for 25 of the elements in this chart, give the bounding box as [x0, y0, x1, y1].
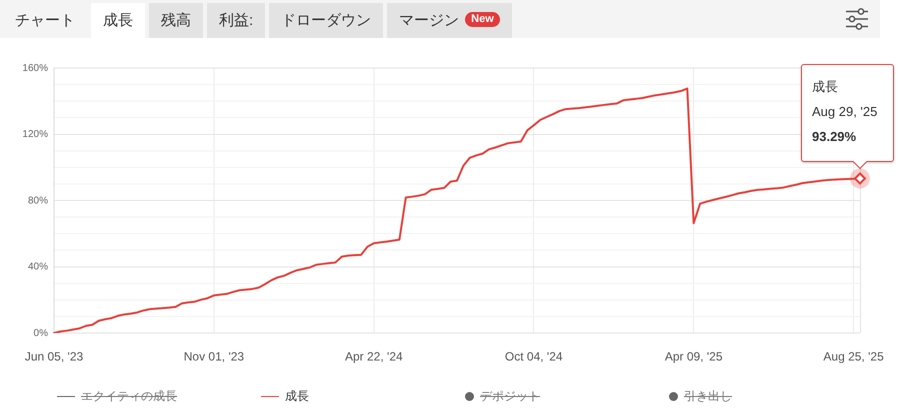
x-tick-label: Oct 04, '24 [504, 350, 563, 364]
x-tick-label: Nov 01, '23 [184, 350, 244, 364]
badge: New [465, 12, 500, 27]
tab: マージン New [387, 3, 512, 38]
tab: 残高 [149, 3, 203, 38]
legend-label: デポジット [480, 388, 540, 404]
tab: 利益: [207, 3, 266, 38]
annotation: 93.29% [812, 128, 858, 146]
y-tick-label: 160% [22, 62, 48, 74]
text: チャート [15, 12, 75, 29]
legend-label: 成長 [285, 388, 309, 404]
legend-label: エクイティの成長 [81, 388, 177, 404]
y-tick-label: 40% [28, 262, 48, 272]
x-tick-label: Apr 09, '25 [664, 350, 723, 364]
x-tick-label: Jun 05, '23 [24, 350, 84, 364]
x-tick-label: Aug 25, '25 [823, 350, 884, 364]
legend-label: 引き出し [684, 388, 732, 404]
annotation: 成長 [812, 78, 839, 96]
tab: 成長 [91, 3, 145, 38]
y-tick-label: 120% [22, 129, 48, 140]
tab: ドローダウン [269, 3, 384, 38]
y-tick-label: 80% [28, 195, 48, 206]
y-tick-label: 0% [34, 328, 48, 339]
annotation: Aug 29, '25 [812, 103, 878, 122]
x-tick-label: Apr 22, '24 [344, 350, 403, 364]
